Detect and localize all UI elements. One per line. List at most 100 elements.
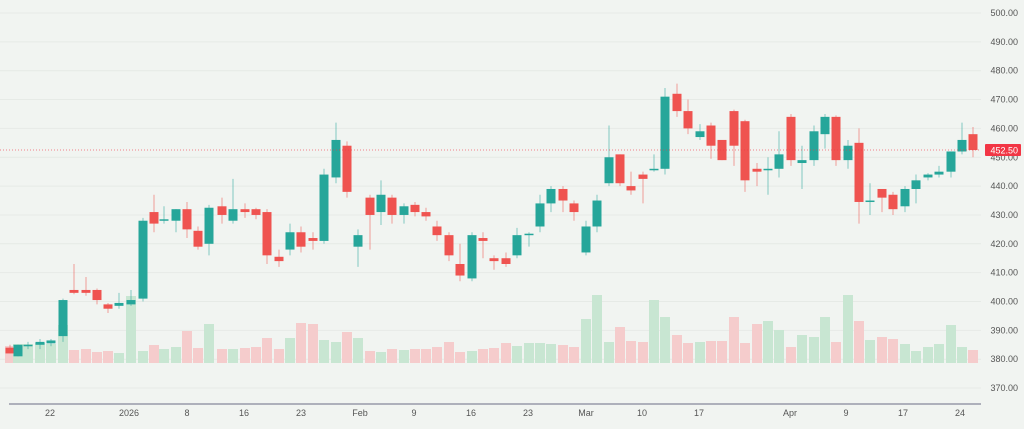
volume-bar <box>797 335 807 363</box>
volume-bar <box>159 349 169 363</box>
candle <box>455 243 465 282</box>
candle <box>421 207 431 221</box>
price-tick-label: 500.00 <box>990 8 1018 18</box>
candle <box>638 171 648 204</box>
candle-body <box>421 212 431 217</box>
candle-body <box>171 209 181 221</box>
candle <box>240 203 250 218</box>
time-axis[interactable]: 22 2026 8 16 23 Feb 9 16 23 Mar 10 17 Apr 9 17 24 <box>9 403 981 418</box>
candle <box>797 145 807 189</box>
candle <box>58 298 68 342</box>
candle-body <box>35 341 45 345</box>
volume-bar <box>923 347 933 363</box>
candle-body <box>546 188 556 204</box>
time-tick-label: 24 <box>955 408 965 418</box>
candle-body <box>569 203 579 213</box>
candle <box>376 180 386 226</box>
candle <box>159 206 169 224</box>
candle-body <box>831 116 841 161</box>
candle <box>706 122 716 159</box>
candle <box>752 163 762 187</box>
time-tick-label: 9 <box>843 408 848 418</box>
candle <box>489 255 499 270</box>
candle <box>296 226 306 253</box>
candle <box>319 168 329 244</box>
volume-bar <box>946 325 956 363</box>
candle <box>946 151 956 178</box>
candle <box>149 194 159 233</box>
time-tick-label: Feb <box>352 408 368 418</box>
candle <box>331 122 341 184</box>
volume-bar <box>638 342 648 363</box>
price-tick-label: 440.00 <box>990 181 1018 191</box>
candle-body <box>604 157 614 184</box>
volume-bar <box>524 343 534 363</box>
volume-bar <box>58 325 68 363</box>
candle <box>934 165 944 178</box>
candle-body <box>126 300 136 305</box>
volume-bar <box>251 347 261 363</box>
candle-body <box>262 212 272 256</box>
time-tick-label: 2026 <box>119 408 139 418</box>
candle <box>387 194 397 224</box>
price-axis[interactable]: 500.00 490.00 480.00 470.00 460.00 450.00 440.… <box>990 8 1018 393</box>
volume-bar <box>387 349 397 363</box>
time-tick-label: 16 <box>239 408 249 418</box>
candle-body <box>13 344 23 357</box>
candle-body <box>786 116 796 161</box>
candle <box>888 191 898 215</box>
candle <box>353 229 363 267</box>
volume-bar <box>103 351 113 363</box>
price-tick-label: 380.00 <box>990 354 1018 364</box>
candle <box>138 217 148 302</box>
candle <box>308 232 318 250</box>
candle-body <box>46 340 56 344</box>
candle-body <box>240 209 250 213</box>
candle-body <box>274 256 284 262</box>
volume-bar <box>342 332 352 363</box>
price-tick-label: 410.00 <box>990 268 1018 278</box>
last-price-tag <box>985 144 1021 157</box>
candle-body <box>319 174 329 241</box>
volume-bar <box>204 324 214 363</box>
volume-bar <box>69 350 79 363</box>
candle <box>92 288 102 305</box>
volume-bar <box>114 353 124 363</box>
candle <box>854 128 864 224</box>
candle-body <box>626 186 636 191</box>
volume-bar <box>217 349 227 363</box>
candle <box>683 99 693 135</box>
volume-bar <box>5 346 15 363</box>
candle-body <box>467 235 477 279</box>
time-tick-label: 8 <box>184 408 189 418</box>
candle-body <box>138 220 148 299</box>
candle <box>786 113 796 166</box>
candle <box>182 201 192 239</box>
candle-body <box>69 289 79 293</box>
volume-bar <box>240 348 250 363</box>
candle-body <box>524 233 534 236</box>
candle-body <box>672 93 682 112</box>
volume-bar <box>546 344 556 363</box>
candle-body <box>934 171 944 175</box>
volume-bar <box>809 337 819 363</box>
candle-body <box>410 204 420 213</box>
price-tick-label: 480.00 <box>990 66 1018 76</box>
volume-bar <box>182 331 192 363</box>
candle-body <box>308 238 318 241</box>
volume-bar <box>149 345 159 363</box>
candle-body <box>888 194 898 210</box>
candle <box>251 207 261 220</box>
time-tick-label: 22 <box>45 408 55 418</box>
candle <box>13 344 23 357</box>
candle <box>809 125 819 166</box>
volume-bar <box>432 347 442 363</box>
candle <box>81 276 91 296</box>
candle <box>740 119 750 192</box>
last-price-badge: 452.50 <box>985 144 1021 157</box>
candle <box>626 171 636 195</box>
candle <box>546 186 556 213</box>
candle-body <box>649 168 659 171</box>
